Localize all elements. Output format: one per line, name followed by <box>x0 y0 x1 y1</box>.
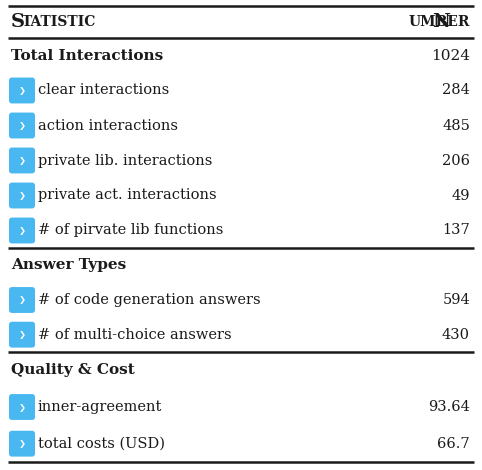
Text: 93.64: 93.64 <box>428 400 470 414</box>
Text: ❯: ❯ <box>18 86 26 95</box>
Text: inner-agreement: inner-agreement <box>38 400 162 414</box>
Text: 49: 49 <box>452 188 470 203</box>
Text: ❯: ❯ <box>18 121 26 130</box>
Text: # of multi-choice answers: # of multi-choice answers <box>38 328 232 342</box>
Text: 430: 430 <box>442 328 470 342</box>
Text: 206: 206 <box>442 154 470 167</box>
Text: total costs (USD): total costs (USD) <box>38 437 165 451</box>
FancyBboxPatch shape <box>9 112 35 139</box>
Text: ❯: ❯ <box>18 330 26 339</box>
Text: 1024: 1024 <box>431 48 470 63</box>
FancyBboxPatch shape <box>9 182 35 208</box>
Text: 66.7: 66.7 <box>437 437 470 451</box>
FancyBboxPatch shape <box>9 394 35 420</box>
Text: 284: 284 <box>442 84 470 97</box>
Text: 485: 485 <box>442 118 470 133</box>
FancyBboxPatch shape <box>9 322 35 348</box>
Text: private lib. interactions: private lib. interactions <box>38 154 213 167</box>
Text: Total Interactions: Total Interactions <box>11 48 163 63</box>
Text: S: S <box>11 13 25 31</box>
Text: # of pirvate lib functions: # of pirvate lib functions <box>38 224 223 237</box>
Text: private act. interactions: private act. interactions <box>38 188 216 203</box>
Text: ❯: ❯ <box>18 402 26 412</box>
FancyBboxPatch shape <box>9 148 35 173</box>
Text: Answer Types: Answer Types <box>11 258 126 272</box>
Text: clear interactions: clear interactions <box>38 84 169 97</box>
Text: 594: 594 <box>442 293 470 307</box>
FancyBboxPatch shape <box>9 218 35 243</box>
FancyBboxPatch shape <box>9 78 35 103</box>
Text: # of code generation answers: # of code generation answers <box>38 293 261 307</box>
Text: ❯: ❯ <box>18 156 26 165</box>
Text: ❯: ❯ <box>18 439 26 448</box>
FancyBboxPatch shape <box>9 287 35 313</box>
Text: UMBER: UMBER <box>409 15 470 29</box>
Text: TATISTIC: TATISTIC <box>22 15 96 29</box>
Text: 137: 137 <box>442 224 470 237</box>
Text: action interactions: action interactions <box>38 118 178 133</box>
Text: ❯: ❯ <box>18 191 26 200</box>
Text: ❯: ❯ <box>18 226 26 235</box>
Text: ❯: ❯ <box>18 296 26 305</box>
Text: N: N <box>432 13 450 31</box>
FancyBboxPatch shape <box>9 431 35 457</box>
Text: Quality & Cost: Quality & Cost <box>11 363 135 377</box>
